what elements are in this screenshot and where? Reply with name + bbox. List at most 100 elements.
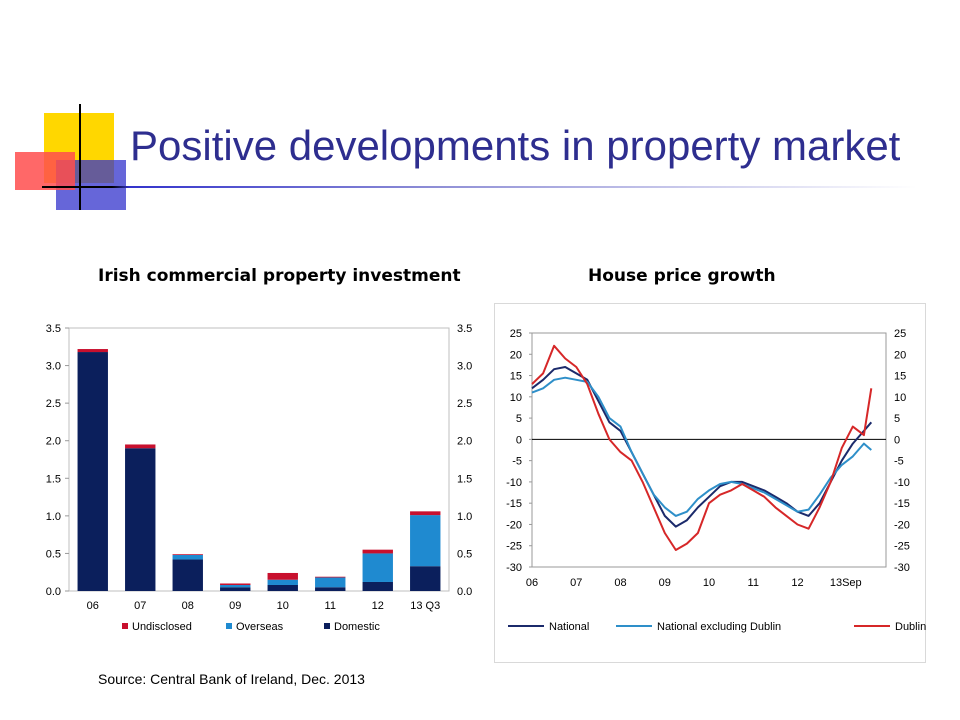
bar-undisclosed [77, 349, 108, 353]
legend-label: Overseas [236, 621, 284, 633]
legend-label: Undisclosed [132, 621, 192, 633]
bar-domestic [220, 587, 251, 591]
y-tick-label-left: -30 [506, 562, 522, 574]
y-tick-label-right: 15 [894, 371, 906, 383]
y-tick-label-right: -20 [894, 519, 910, 531]
y-tick-label-left: 3.5 [46, 323, 61, 335]
y-tick-label-left: 0.5 [46, 548, 61, 560]
y-tick-label-left: 1.5 [46, 473, 61, 485]
bar-domestic [77, 352, 108, 591]
y-tick-label-left: 20 [510, 349, 522, 361]
y-tick-label-left: 0 [516, 434, 522, 446]
bar-undisclosed [410, 511, 441, 516]
source-note: Source: Central Bank of Ireland, Dec. 20… [98, 671, 365, 687]
y-tick-label-left: -15 [506, 498, 522, 510]
legend-label: National [549, 621, 589, 633]
title-underline [42, 186, 917, 188]
bar-overseas [362, 553, 393, 582]
bar-domestic [362, 581, 393, 591]
x-tick-label: 10 [703, 577, 715, 589]
y-tick-label-left: 25 [510, 328, 522, 340]
y-tick-label-left: -10 [506, 477, 522, 489]
right-chart-title: House price growth [588, 266, 776, 286]
deco-vertical-line [79, 104, 81, 210]
y-tick-label-right: 25 [894, 328, 906, 340]
y-tick-label-left: 2.0 [46, 436, 61, 448]
y-tick-label-left: -25 [506, 541, 522, 553]
plot-frame [531, 332, 887, 568]
y-tick-label-left: 0.0 [46, 586, 61, 598]
y-tick-label-left: -5 [512, 456, 522, 468]
y-tick-label-right: 2.0 [457, 436, 472, 448]
y-tick-label-right: 1.0 [457, 511, 472, 523]
y-tick-label-right: 0.0 [457, 586, 472, 598]
bar-overseas [220, 584, 251, 588]
y-tick-label-right: 0 [894, 434, 900, 446]
page-title: Positive developments in property market [130, 122, 901, 169]
x-tick-label: 08 [614, 577, 626, 589]
bar-overseas [172, 554, 203, 560]
bar-undisclosed [172, 554, 203, 555]
left-chart-title: Irish commercial property investment [98, 266, 461, 286]
bar-overseas [267, 579, 298, 585]
x-tick-label: 08 [182, 600, 194, 612]
x-tick-label: 06 [526, 577, 538, 589]
bar-domestic [410, 566, 441, 591]
x-tick-label: 06 [87, 600, 99, 612]
y-tick-label-right: -25 [894, 541, 910, 553]
y-tick-label-left: -20 [506, 519, 522, 531]
y-tick-label-left: 15 [510, 371, 522, 383]
x-tick-label: 07 [570, 577, 582, 589]
legend-swatch [324, 623, 330, 629]
y-tick-label-right: 0.5 [457, 548, 472, 560]
y-tick-label-right: -10 [894, 477, 910, 489]
bar-domestic [267, 584, 298, 591]
legend-swatch [226, 623, 232, 629]
series-line-dublin [531, 344, 873, 551]
deco-red-square [15, 152, 75, 190]
x-tick-label: 12 [791, 577, 803, 589]
x-tick-label: 12 [372, 600, 384, 612]
y-tick-label-right: -5 [894, 456, 904, 468]
commercial-investment-chart: 3.5 3.5 3.0 3.0 2.5 2.5 2.0 2.0 1.5 1.5 1.0 1.0 0.5 0… [46, 323, 473, 633]
y-tick-label-right: 3.5 [457, 323, 472, 335]
legend-label: Domestic [334, 621, 380, 633]
y-tick-label-right: 2.5 [457, 398, 472, 410]
y-tick-label-right: -15 [894, 498, 910, 510]
y-tick-label-right: -30 [894, 562, 910, 574]
bar-undisclosed [220, 583, 251, 585]
x-tick-label: 11 [325, 600, 336, 612]
x-tick-label: 09 [229, 600, 241, 612]
x-tick-label: 09 [659, 577, 671, 589]
chart-frame [494, 303, 926, 663]
bar-overseas [315, 577, 346, 588]
bar-undisclosed [315, 576, 346, 578]
legend-swatch [122, 623, 128, 629]
y-tick-label-left: 1.0 [46, 511, 61, 523]
legend-label: Dublin [895, 621, 926, 633]
y-tick-label-right: 1.5 [457, 473, 472, 485]
y-tick-label-left: 3.0 [46, 361, 61, 373]
x-tick-label: 07 [134, 600, 146, 612]
legend-label: National excluding Dublin [657, 621, 781, 633]
bar-domestic [315, 587, 346, 591]
y-tick-label-right: 3.0 [457, 361, 472, 373]
x-tick-label: 11 [748, 577, 759, 589]
series-line-national-excluding-dublin [531, 376, 872, 517]
bar-domestic [125, 448, 156, 591]
x-tick-label: 13 Q3 [410, 600, 440, 612]
plot-frame [68, 327, 450, 592]
x-tick-label: 13Sep [830, 577, 862, 589]
y-tick-label-right: 5 [894, 413, 900, 425]
y-tick-label-left: 5 [516, 413, 522, 425]
bar-domestic [172, 559, 203, 591]
y-tick-label-left: 10 [510, 392, 522, 404]
bar-overseas [410, 515, 441, 567]
y-tick-label-right: 20 [894, 349, 906, 361]
bar-undisclosed [125, 444, 156, 449]
y-tick-label-left: 2.5 [46, 398, 61, 410]
x-tick-label: 10 [277, 600, 289, 612]
y-tick-label-right: 10 [894, 392, 906, 404]
bar-undisclosed [362, 549, 393, 554]
house-price-growth-chart: 25 25 20 20 15 15 10 10 5 5 0 0 -5 -5 -10 -10 -15 -15 -20 -… [494, 303, 926, 663]
